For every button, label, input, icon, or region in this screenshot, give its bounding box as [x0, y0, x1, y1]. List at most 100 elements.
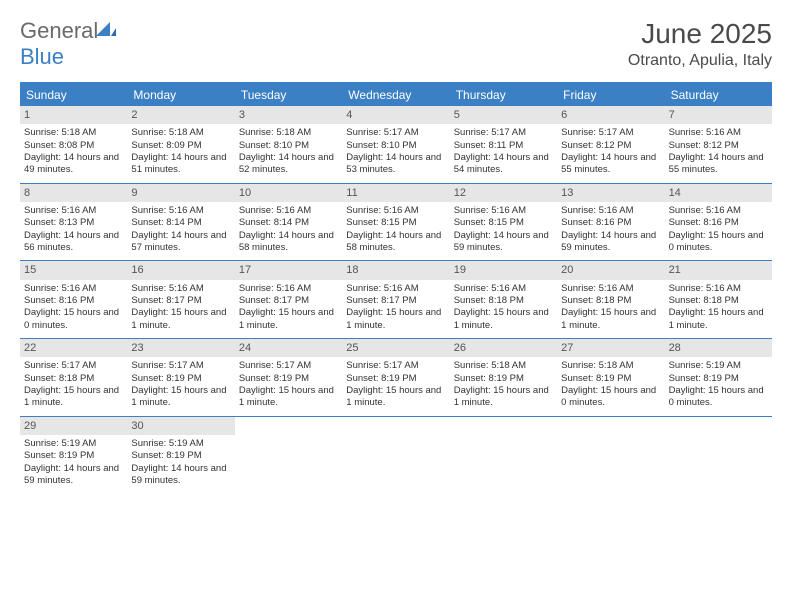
day-cell: 1Sunrise: 5:18 AMSunset: 8:08 PMDaylight…: [20, 106, 127, 183]
daylight-line: Daylight: 14 hours and 59 minutes.: [24, 463, 123, 488]
day-cell: 8 Sunrise: 5:16 AMSunset: 8:13 PMDaylight…: [20, 184, 127, 261]
day-number: 29: [20, 417, 127, 435]
sunset-line: Sunset: 8:19 PM: [346, 373, 445, 385]
day-number: 1: [20, 106, 127, 124]
day-cell: 27Sunrise: 5:18 AMSunset: 8:19 PMDayligh…: [557, 339, 664, 416]
sunrise-line: Sunrise: 5:16 AM: [239, 205, 338, 217]
sunset-line: Sunset: 8:16 PM: [24, 295, 123, 307]
logo: General Blue: [20, 18, 116, 70]
logo-general: General: [20, 18, 98, 43]
day-cell: 10Sunrise: 5:16 AMSunset: 8:14 PMDayligh…: [235, 184, 342, 261]
day-number: 28: [665, 339, 772, 357]
week-row: 8Sunrise: 5:16 AMSunset: 8:13 PMDaylight…: [20, 184, 772, 262]
sunset-line: Sunset: 8:10 PM: [239, 140, 338, 152]
location-text: Otranto, Apulia, Italy: [628, 52, 772, 70]
day-cell: 23Sunrise: 5:17 AMSunset: 8:19 PMDayligh…: [127, 339, 234, 416]
sunrise-line: Sunrise: 5:17 AM: [346, 127, 445, 139]
sunset-line: Sunset: 8:17 PM: [131, 295, 230, 307]
day-cell: 17Sunrise: 5:16 AMSunset: 8:17 PMDayligh…: [235, 261, 342, 338]
day-number: 3: [235, 106, 342, 124]
day-cell: 5Sunrise: 5:17 AMSunset: 8:11 PMDaylight…: [450, 106, 557, 183]
day-cell: 2 Sunrise: 5:18 AMSunset: 8:09 PMDaylight…: [127, 106, 234, 183]
day-number: 4: [342, 106, 449, 124]
sail-icon: [96, 22, 116, 38]
calendar: SundayMondayTuesdayWednesdayThursdayFrid…: [20, 82, 772, 493]
sunrise-line: Sunrise: 5:16 AM: [24, 283, 123, 295]
daylight-line: Daylight: 15 hours and 1 minute.: [131, 385, 230, 410]
day-cell: 9Sunrise: 5:16 AMSunset: 8:14 PMDaylight…: [127, 184, 234, 261]
sunrise-line: Sunrise: 5:18 AM: [454, 360, 553, 372]
day-cell: 14Sunrise: 5:16 AMSunset: 8:16 PMDayligh…: [665, 184, 772, 261]
day-number: 11: [342, 184, 449, 202]
day-cell: 3Sunrise: 5:18 AMSunset: 8:10 PMDaylight…: [235, 106, 342, 183]
day-cell: 21Sunrise: 5:16 AMSunset: 8:18 PMDayligh…: [665, 261, 772, 338]
day-number: 8: [20, 184, 127, 202]
day-cell: 18Sunrise: 5:16 AMSunset: 8:17 PMDayligh…: [342, 261, 449, 338]
sunset-line: Sunset: 8:08 PM: [24, 140, 123, 152]
day-number: 25: [342, 339, 449, 357]
day-number: 18: [342, 261, 449, 279]
day-cell: 22Sunrise: 5:17 AMSunset: 8:18 PMDayligh…: [20, 339, 127, 416]
daylight-line: Daylight: 14 hours and 53 minutes.: [346, 152, 445, 177]
week-row: 1Sunrise: 5:18 AMSunset: 8:08 PMDaylight…: [20, 106, 772, 184]
daylight-line: Daylight: 14 hours and 51 minutes.: [131, 152, 230, 177]
day-number: 19: [450, 261, 557, 279]
sunrise-line: Sunrise: 5:17 AM: [24, 360, 123, 372]
logo-text: General Blue: [20, 18, 116, 70]
day-cell: 20Sunrise: 5:16 AMSunset: 8:18 PMDayligh…: [557, 261, 664, 338]
sunrise-line: Sunrise: 5:17 AM: [239, 360, 338, 372]
weekday-header: SundayMondayTuesdayWednesdayThursdayFrid…: [20, 84, 772, 106]
day-number: 17: [235, 261, 342, 279]
day-cell: 26Sunrise: 5:18 AMSunset: 8:19 PMDayligh…: [450, 339, 557, 416]
sunset-line: Sunset: 8:18 PM: [561, 295, 660, 307]
daylight-line: Daylight: 15 hours and 1 minute.: [346, 385, 445, 410]
day-cell: 19Sunrise: 5:16 AMSunset: 8:18 PMDayligh…: [450, 261, 557, 338]
sunrise-line: Sunrise: 5:19 AM: [24, 438, 123, 450]
daylight-line: Daylight: 15 hours and 0 minutes.: [669, 230, 768, 255]
weekday-label: Wednesday: [342, 84, 449, 106]
day-number: 7: [665, 106, 772, 124]
day-number: 2: [127, 106, 234, 124]
sunset-line: Sunset: 8:17 PM: [239, 295, 338, 307]
day-number: 6: [557, 106, 664, 124]
day-cell: 25 Sunrise: 5:17 AMSunset: 8:19 PMDayligh…: [342, 339, 449, 416]
sunrise-line: Sunrise: 5:18 AM: [561, 360, 660, 372]
sunset-line: Sunset: 8:16 PM: [669, 217, 768, 229]
sunrise-line: Sunrise: 5:18 AM: [131, 127, 230, 139]
daylight-line: Daylight: 15 hours and 0 minutes.: [24, 307, 123, 332]
day-number: 12: [450, 184, 557, 202]
day-cell: 12Sunrise: 5:16 AMSunset: 8:15 PMDayligh…: [450, 184, 557, 261]
daylight-line: Daylight: 14 hours and 58 minutes.: [239, 230, 338, 255]
day-cell: [665, 417, 772, 494]
daylight-line: Daylight: 15 hours and 1 minute.: [239, 385, 338, 410]
sunset-line: Sunset: 8:19 PM: [561, 373, 660, 385]
daylight-line: Daylight: 14 hours and 58 minutes.: [346, 230, 445, 255]
day-cell: 28Sunrise: 5:19 AMSunset: 8:19 PMDayligh…: [665, 339, 772, 416]
day-number: 13: [557, 184, 664, 202]
day-number: 26: [450, 339, 557, 357]
daylight-line: Daylight: 14 hours and 49 minutes.: [24, 152, 123, 177]
daylight-line: Daylight: 14 hours and 55 minutes.: [561, 152, 660, 177]
weeks-grid: 1Sunrise: 5:18 AMSunset: 8:08 PMDaylight…: [20, 106, 772, 493]
day-number: 5: [450, 106, 557, 124]
sunset-line: Sunset: 8:19 PM: [239, 373, 338, 385]
sunrise-line: Sunrise: 5:16 AM: [24, 205, 123, 217]
day-cell: 29Sunrise: 5:19 AMSunset: 8:19 PMDayligh…: [20, 417, 127, 494]
sunset-line: Sunset: 8:09 PM: [131, 140, 230, 152]
sunrise-line: Sunrise: 5:16 AM: [131, 283, 230, 295]
sunset-line: Sunset: 8:13 PM: [24, 217, 123, 229]
weekday-label: Tuesday: [235, 84, 342, 106]
daylight-line: Daylight: 14 hours and 56 minutes.: [24, 230, 123, 255]
sunrise-line: Sunrise: 5:17 AM: [346, 360, 445, 372]
sunset-line: Sunset: 8:15 PM: [346, 217, 445, 229]
day-number: 9: [127, 184, 234, 202]
weekday-label: Thursday: [450, 84, 557, 106]
daylight-line: Daylight: 15 hours and 1 minute.: [239, 307, 338, 332]
sunset-line: Sunset: 8:15 PM: [454, 217, 553, 229]
weekday-label: Monday: [127, 84, 234, 106]
sunset-line: Sunset: 8:12 PM: [669, 140, 768, 152]
daylight-line: Daylight: 15 hours and 1 minute.: [669, 307, 768, 332]
daylight-line: Daylight: 14 hours and 54 minutes.: [454, 152, 553, 177]
sunrise-line: Sunrise: 5:16 AM: [561, 283, 660, 295]
sunrise-line: Sunrise: 5:16 AM: [454, 205, 553, 217]
